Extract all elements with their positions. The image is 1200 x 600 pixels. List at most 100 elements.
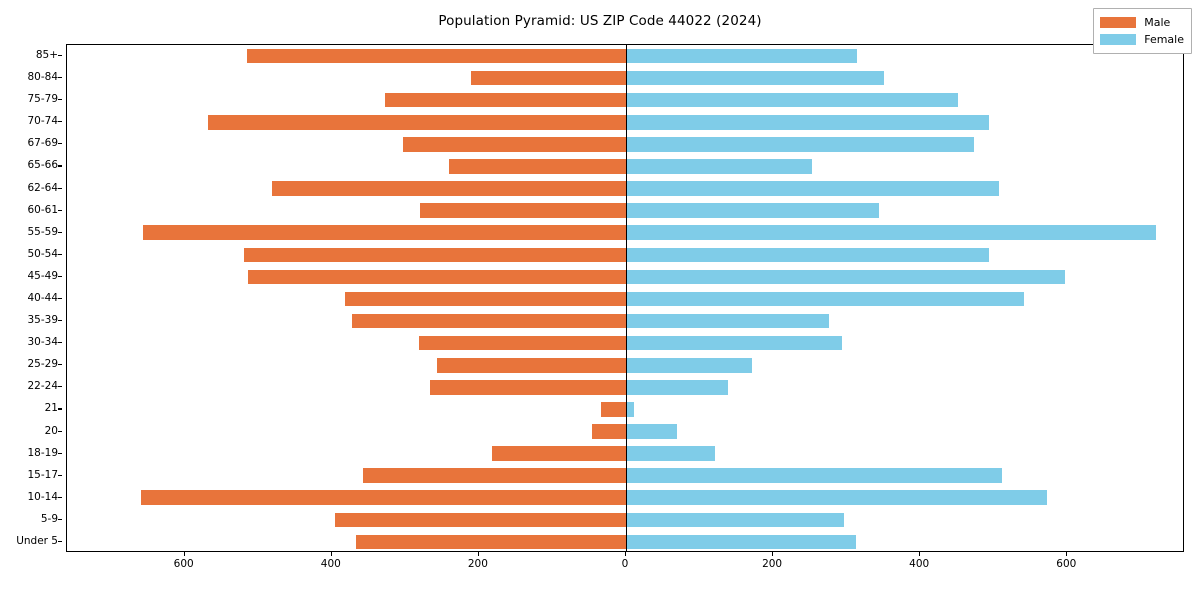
bar-male[interactable]: [244, 247, 626, 263]
bar-male[interactable]: [403, 137, 626, 152]
bar-male[interactable]: [600, 402, 626, 417]
y-axis-tick-mark: [58, 231, 62, 233]
bar-male[interactable]: [492, 446, 626, 461]
bar-male[interactable]: [363, 468, 626, 483]
y-axis-tick-label: 35-39: [27, 314, 58, 327]
bar-male[interactable]: [140, 490, 626, 506]
y-axis-tick-mark: [58, 518, 62, 520]
y-axis-tick-label: 45-49: [27, 269, 58, 282]
bar-female[interactable]: [626, 512, 845, 528]
bar-row: [67, 534, 1183, 550]
y-axis-tick-mark: [58, 298, 62, 300]
bar-male[interactable]: [429, 380, 626, 395]
bars-layer: [67, 45, 1183, 551]
bar-row: [67, 335, 1183, 351]
bar-female[interactable]: [626, 181, 999, 196]
legend-item[interactable]: Male: [1100, 14, 1184, 31]
y-axis-tick-label: 22-24: [27, 380, 58, 393]
bar-male[interactable]: [436, 357, 626, 373]
y-axis-tick-mark: [58, 452, 62, 454]
bar-male[interactable]: [247, 48, 626, 64]
y-axis-tick-label: 70-74: [27, 115, 58, 128]
legend-item[interactable]: Female: [1100, 31, 1184, 48]
bar-male[interactable]: [420, 203, 626, 218]
bar-row: [67, 48, 1183, 64]
bar-female[interactable]: [626, 203, 880, 218]
bar-female[interactable]: [626, 335, 843, 351]
y-axis-tick-label: 65-66: [27, 159, 58, 172]
bar-female[interactable]: [626, 247, 989, 263]
x-axis-tick-mark: [919, 552, 921, 556]
y-axis-tick-mark: [58, 364, 62, 366]
y-axis-tick-label: 10-14: [27, 490, 58, 503]
bar-female[interactable]: [626, 446, 715, 461]
x-axis-tick-mark: [183, 552, 185, 556]
legend-label: Male: [1144, 16, 1171, 29]
bar-row: [67, 70, 1183, 86]
x-axis-tick-mark: [477, 552, 479, 556]
y-axis-tick-mark: [58, 474, 62, 476]
y-axis-tick-mark: [58, 165, 62, 167]
y-axis-tick-label: 20: [44, 424, 58, 437]
y-axis-tick-mark: [58, 320, 62, 322]
bar-male[interactable]: [592, 424, 626, 439]
bar-row: [67, 490, 1183, 506]
bar-female[interactable]: [626, 468, 1002, 483]
y-axis-tick-mark: [58, 99, 62, 101]
bar-female[interactable]: [626, 490, 1047, 506]
bar-row: [67, 424, 1183, 439]
y-axis-tick-label: 60-61: [27, 203, 58, 216]
y-axis-tick-label: 18-19: [27, 446, 58, 459]
y-axis-tick-mark: [58, 253, 62, 255]
bar-female[interactable]: [626, 137, 974, 152]
bar-row: [67, 115, 1183, 130]
bar-row: [67, 225, 1183, 240]
bar-male[interactable]: [272, 181, 626, 196]
bar-female[interactable]: [626, 357, 752, 373]
y-axis-tick-mark: [58, 77, 62, 79]
bar-male[interactable]: [356, 534, 626, 550]
y-axis-tick-labels: 85+ 80-84 75-79 70-74 67-69 65-66 62-64 60-61 55…: [0, 44, 62, 552]
y-axis-tick-mark: [58, 55, 62, 57]
x-axis-tick-label: 200: [762, 558, 783, 570]
bar-female[interactable]: [626, 269, 1066, 285]
bar-female[interactable]: [626, 92, 958, 108]
y-axis-tick-label: 80-84: [27, 71, 58, 84]
bar-male[interactable]: [345, 291, 626, 307]
bar-female[interactable]: [626, 402, 635, 417]
bar-male[interactable]: [419, 335, 626, 351]
y-axis-tick-mark: [58, 342, 62, 344]
bar-female[interactable]: [626, 115, 990, 130]
legend-swatch: [1100, 17, 1137, 28]
bar-row: [67, 357, 1183, 373]
bar-female[interactable]: [626, 159, 813, 174]
x-axis-tick-mark: [330, 552, 332, 556]
bar-male[interactable]: [208, 115, 626, 130]
bar-male[interactable]: [351, 313, 626, 329]
bar-female[interactable]: [626, 70, 885, 86]
x-axis-tick-label: 400: [320, 558, 341, 570]
bar-female[interactable]: [626, 291, 1024, 307]
bar-female[interactable]: [626, 225, 1157, 240]
bar-row: [67, 92, 1183, 108]
zero-axis-line: [626, 45, 628, 551]
x-axis-tick-mark: [625, 552, 627, 556]
x-axis-tick-label: 0: [621, 558, 629, 570]
bar-row: [67, 468, 1183, 483]
bar-female[interactable]: [626, 380, 729, 395]
bar-male[interactable]: [449, 159, 626, 174]
bar-female[interactable]: [626, 48, 857, 64]
y-axis-tick-label: 85+: [35, 49, 58, 62]
bar-female[interactable]: [626, 313, 829, 329]
y-axis-tick-label: 5-9: [40, 512, 58, 525]
bar-female[interactable]: [626, 534, 857, 550]
legend-label: Female: [1144, 33, 1184, 46]
bar-male[interactable]: [334, 512, 626, 528]
bar-male[interactable]: [247, 269, 626, 285]
bar-male[interactable]: [384, 92, 626, 108]
bar-row: [67, 380, 1183, 395]
bar-male[interactable]: [470, 70, 626, 86]
bar-female[interactable]: [626, 424, 678, 439]
bar-male[interactable]: [142, 225, 626, 240]
y-axis-tick-mark: [58, 275, 62, 277]
